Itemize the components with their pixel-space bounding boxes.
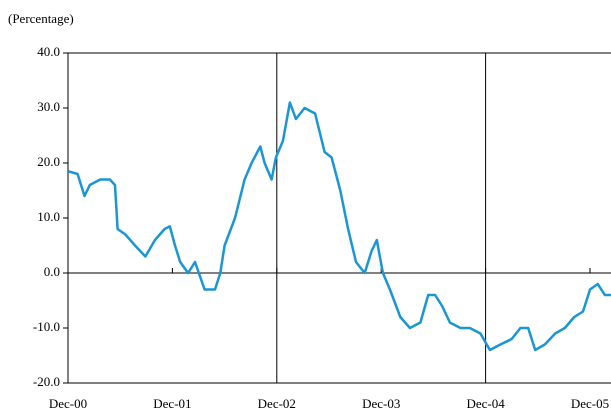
x-tick-label: Dec-04 [466, 396, 505, 411]
x-tick-label: Dec-01 [153, 396, 191, 411]
y-axis-label: (Percentage) [8, 11, 74, 26]
y-tick-label: -20.0 [33, 374, 60, 389]
x-tick-label: Dec-05 [571, 396, 609, 411]
y-tick-label: -10.0 [33, 319, 60, 334]
y-tick-label: 10.0 [37, 209, 60, 224]
x-tick-label: Dec-02 [258, 396, 296, 411]
y-tick-label: 0.0 [44, 264, 60, 279]
y-tick-label: 20.0 [37, 154, 60, 169]
x-tick-label: Dec-00 [49, 396, 87, 411]
data-line [68, 101, 611, 352]
y-tick-label: 30.0 [37, 99, 60, 114]
y-tick-label: 40.0 [37, 44, 60, 59]
x-tick-label: Dec-03 [362, 396, 400, 411]
